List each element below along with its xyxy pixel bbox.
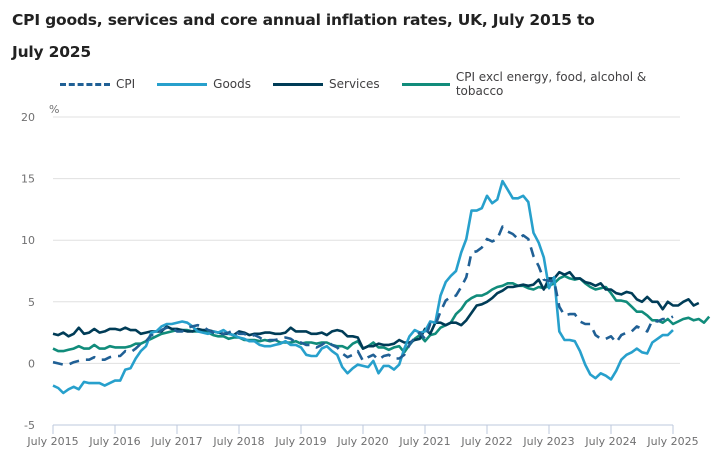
x-tick-label: July 2018 <box>212 435 264 448</box>
legend-swatch-core <box>401 82 450 86</box>
x-tick-label: July 2015 <box>26 435 78 448</box>
legend-item-services: Services <box>273 77 380 91</box>
legend-swatch-cpi <box>60 82 110 86</box>
series-line-cpi <box>52 225 674 366</box>
legend-label-core: CPI excl energy, food, alcohol & tobacco <box>455 70 647 98</box>
y-tick-label: 20 <box>21 111 35 124</box>
legend-label-cpi: CPI <box>116 77 136 91</box>
y-tick-label: 15 <box>21 173 35 186</box>
legend-item-core: CPI excl energy, food, alcohol & tobacco <box>401 70 689 98</box>
y-tick-label: 5 <box>28 296 35 309</box>
x-axis: July 2015 July 2016 July 2017 July 2018 July… <box>26 424 699 448</box>
legend-swatch-goods <box>157 82 208 86</box>
x-tick-label: July 2024 <box>584 435 636 448</box>
gridlines <box>53 116 680 364</box>
y-tick-label: 10 <box>21 234 35 247</box>
x-tick-label: July 2025 <box>646 435 698 448</box>
x-tick-label: July 2022 <box>460 435 512 448</box>
x-tick-label: July 2019 <box>274 435 326 448</box>
x-tick-label: July 2016 <box>88 435 140 448</box>
x-tick-label: July 2020 <box>336 435 388 448</box>
legend-swatch-services <box>273 82 324 86</box>
chart-title: CPI goods, services and core annual infl… <box>12 11 595 61</box>
series-lines <box>52 179 711 395</box>
legend-item-cpi: CPI <box>60 77 135 91</box>
legend-label-goods: Goods <box>213 77 252 91</box>
y-axis-unit-label: % <box>49 103 59 116</box>
x-tick-label: July 2017 <box>150 435 202 448</box>
y-axis: -5 0 5 10 15 20 <box>21 111 35 432</box>
series-line-cpi-core <box>52 274 711 354</box>
legend: CPI Goods Services CPI excl energy, food… <box>60 70 711 98</box>
y-tick-label: -5 <box>24 419 35 432</box>
series-line-goods <box>52 179 674 395</box>
legend-label-services: Services <box>329 77 380 91</box>
x-tick-label: July 2021 <box>398 435 450 448</box>
y-tick-label: 0 <box>28 357 35 370</box>
legend-item-goods: Goods <box>157 77 251 91</box>
x-tick-label: July 2023 <box>522 435 574 448</box>
